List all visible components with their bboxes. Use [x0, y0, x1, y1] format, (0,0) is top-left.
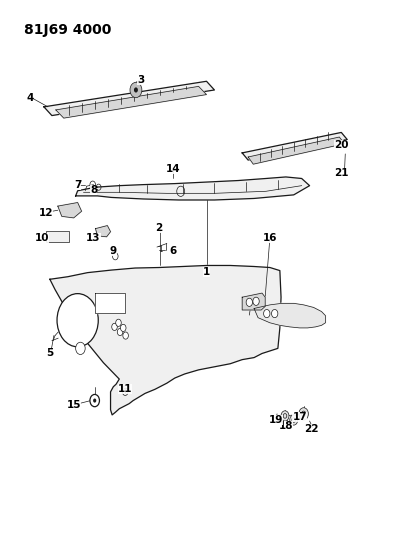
- Text: 4: 4: [26, 93, 34, 103]
- Polygon shape: [242, 132, 347, 160]
- Circle shape: [253, 297, 259, 305]
- Text: 17: 17: [292, 413, 307, 423]
- Circle shape: [134, 87, 138, 93]
- Text: 10: 10: [35, 233, 49, 244]
- Text: 5: 5: [46, 349, 54, 359]
- Circle shape: [123, 332, 128, 339]
- Polygon shape: [95, 293, 125, 312]
- Polygon shape: [58, 203, 82, 218]
- Text: 3: 3: [138, 75, 145, 85]
- Text: 15: 15: [66, 400, 81, 410]
- Text: 2: 2: [155, 223, 163, 233]
- Circle shape: [246, 298, 252, 306]
- Polygon shape: [95, 225, 111, 237]
- Polygon shape: [44, 81, 214, 116]
- Circle shape: [281, 411, 289, 421]
- Text: 16: 16: [263, 233, 277, 244]
- Circle shape: [299, 408, 309, 420]
- Text: 7: 7: [74, 180, 81, 190]
- Text: 14: 14: [166, 164, 180, 174]
- Circle shape: [121, 324, 126, 332]
- Polygon shape: [76, 177, 310, 200]
- Circle shape: [271, 310, 278, 318]
- Text: 81J69 4000: 81J69 4000: [24, 23, 112, 37]
- Text: 13: 13: [86, 233, 101, 244]
- Circle shape: [93, 399, 96, 402]
- Text: 19: 19: [269, 415, 283, 425]
- Polygon shape: [242, 293, 265, 310]
- Circle shape: [76, 342, 85, 354]
- Circle shape: [130, 82, 142, 98]
- Polygon shape: [50, 265, 281, 415]
- Circle shape: [117, 328, 123, 336]
- Text: 9: 9: [110, 246, 117, 256]
- Circle shape: [290, 415, 298, 425]
- Text: 12: 12: [39, 208, 53, 218]
- Polygon shape: [56, 86, 206, 118]
- Polygon shape: [248, 137, 344, 164]
- Circle shape: [263, 310, 270, 318]
- Bar: [46, 231, 69, 242]
- Text: 20: 20: [334, 140, 349, 150]
- Text: 1: 1: [203, 266, 210, 277]
- Text: 11: 11: [118, 384, 133, 394]
- Polygon shape: [254, 303, 325, 328]
- Circle shape: [112, 324, 117, 330]
- Circle shape: [57, 294, 98, 347]
- Text: 21: 21: [334, 168, 349, 179]
- Text: 18: 18: [278, 421, 293, 431]
- Circle shape: [90, 394, 100, 407]
- Text: 8: 8: [90, 185, 97, 195]
- Text: 22: 22: [304, 424, 319, 434]
- Text: 6: 6: [169, 246, 176, 256]
- Circle shape: [116, 319, 121, 326]
